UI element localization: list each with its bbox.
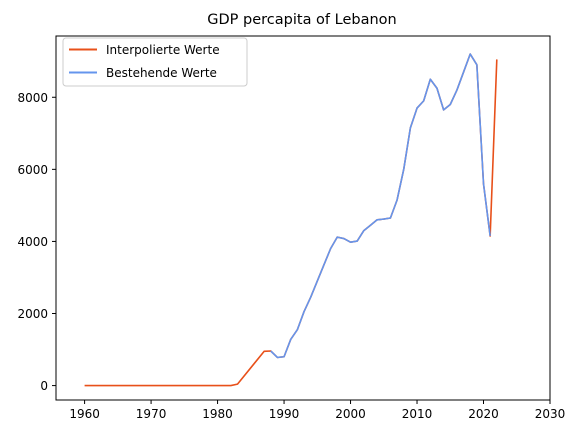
legend-box <box>62 37 248 87</box>
plot-frame <box>55 35 551 401</box>
x-tick-label: 2030 <box>535 407 566 421</box>
y-tick-label: 2000 <box>17 307 48 321</box>
series-layer <box>84 53 498 387</box>
chart-title: GDP percapita of Lebanon <box>207 12 396 28</box>
series-line-0 <box>84 53 498 387</box>
legend-label-interpolated: Interpolierte Werte <box>106 43 220 57</box>
y-tick-label: 8000 <box>17 91 48 105</box>
series-line-1 <box>270 53 491 359</box>
legend: Interpolierte Werte Bestehende Werte <box>62 37 248 87</box>
x-tick-label: 2000 <box>335 407 366 421</box>
x-tick-label: 2020 <box>468 407 499 421</box>
x-tick-label: 2010 <box>402 407 433 421</box>
x-tick-label: 1980 <box>202 407 233 421</box>
y-tick-label: 4000 <box>17 235 48 249</box>
y-tick-label: 6000 <box>17 163 48 177</box>
y-axis: 0 2000 4000 6000 8000 <box>17 91 56 393</box>
legend-label-existing: Bestehende Werte <box>106 66 217 80</box>
x-tick-label: 1970 <box>136 407 167 421</box>
x-axis: 1960 1970 1980 1990 2000 2010 2020 2030 <box>69 400 565 421</box>
x-tick-label: 1990 <box>269 407 300 421</box>
y-tick-label: 0 <box>40 379 48 393</box>
x-tick-label: 1960 <box>69 407 100 421</box>
